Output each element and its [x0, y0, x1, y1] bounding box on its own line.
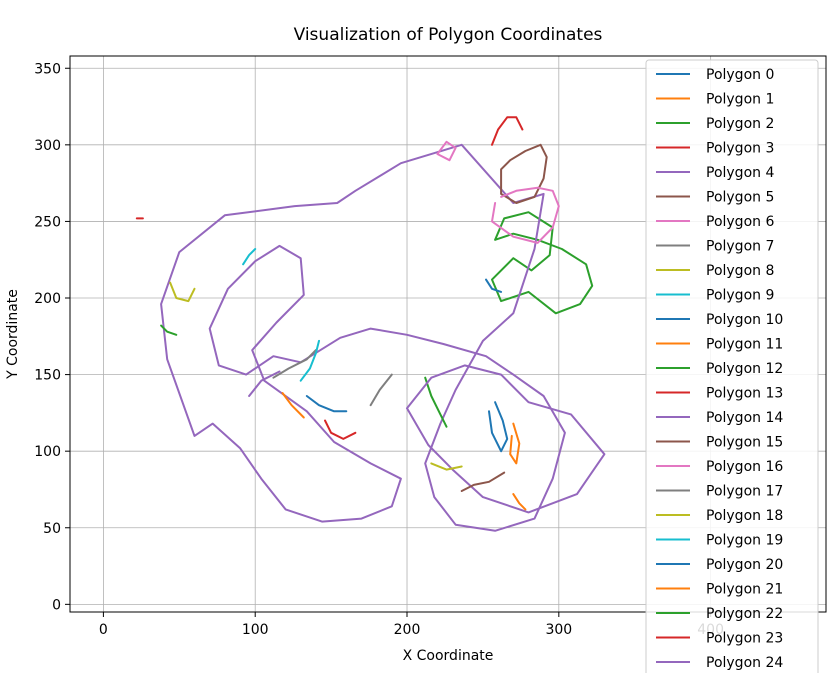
legend-entry: Polygon 15 [706, 435, 783, 451]
legend-entry: Polygon 17 [706, 484, 783, 500]
series-line-polygon-2 [491, 211, 594, 315]
legend: Polygon 0 Polygon 1 Polygon 2 Polygon 3 Poly… [645, 59, 819, 673]
series-line-polygon-15 [460, 471, 506, 492]
series-line-polygon-12 [424, 376, 448, 428]
legend-box [645, 59, 819, 673]
series-line-polygon-8 [169, 281, 196, 303]
legend-entry: Polygon 21 [706, 582, 783, 598]
legend-entry: Polygon 8 [706, 263, 774, 279]
series-line-polygon-4 [160, 143, 566, 532]
series-line-polygon-10 [305, 395, 348, 413]
legend-entry: Polygon 0 [706, 67, 774, 83]
legend-entry: Polygon 24 [706, 655, 783, 671]
legend-entry: Polygon 7 [706, 239, 774, 255]
y-axis-label: Y Coordinate [5, 289, 21, 380]
legend-entry: Polygon 4 [706, 165, 774, 181]
legend-entry: Polygon 19 [706, 533, 783, 549]
y-tick-label: 350 [34, 61, 61, 77]
legend-entry: Polygon 1 [706, 92, 774, 108]
x-tick-label: 0 [99, 622, 108, 638]
series-line-polygon-7 [272, 349, 317, 379]
y-tick-label: 250 [34, 214, 61, 230]
legend-entry: Polygon 14 [706, 410, 783, 426]
x-tick-label: 200 [394, 622, 421, 638]
series-line-polygon-9 [299, 339, 320, 382]
legend-entry: Polygon 10 [706, 312, 783, 328]
series-line-polygon-20 [485, 278, 503, 293]
series-line-polygon-6 [491, 186, 560, 244]
x-tick-label: 300 [545, 622, 572, 638]
y-tick-label: 200 [34, 291, 61, 307]
series-line-polygon-19 [242, 248, 257, 266]
series-line-polygon-22 [160, 324, 178, 336]
series-line-polygon-0 [488, 401, 509, 453]
y-tick-label: 50 [43, 521, 61, 537]
legend-entry: Polygon 11 [706, 337, 783, 353]
legend-entry: Polygon 18 [706, 508, 783, 524]
legend-entry: Polygon 12 [706, 361, 783, 377]
series-line-polygon-13 [324, 419, 357, 440]
x-axis-label: X Coordinate [403, 648, 494, 664]
legend-entry: Polygon 2 [706, 116, 774, 132]
series-line-polygon-21 [512, 493, 527, 511]
legend-entry: Polygon 13 [706, 386, 783, 402]
series-line-polygon-24 [248, 370, 281, 397]
series-line-polygon-3 [491, 116, 524, 146]
series-line-polygon-16 [436, 140, 457, 162]
series-line-polygon-5 [500, 143, 548, 204]
series-line-polygon-17 [369, 373, 393, 407]
legend-entry: Polygon 9 [706, 288, 774, 304]
y-tick-label: 300 [34, 138, 61, 154]
chart-title: Visualization of Polygon Coordinates [294, 25, 603, 45]
series-line-polygon-14 [406, 364, 606, 514]
legend-entry: Polygon 5 [706, 190, 774, 206]
legend-entry: Polygon 3 [706, 141, 774, 157]
plot-series [135, 116, 606, 532]
x-tick-label: 100 [242, 622, 269, 638]
series-line-polygon-11 [281, 392, 305, 419]
plot-frame [69, 55, 827, 613]
series-line-polygon-18 [430, 462, 463, 471]
series-line-polygon-1 [509, 422, 521, 465]
legend-entry: Polygon 23 [706, 631, 783, 647]
legend-entry: Polygon 22 [706, 606, 783, 622]
legend-entry: Polygon 6 [706, 214, 774, 230]
y-tick-label: 100 [34, 444, 61, 460]
axis-ticks: 0100200300400050100150200250300350 [34, 61, 724, 638]
legend-entry: Polygon 20 [706, 557, 783, 573]
legend-entry: Polygon 16 [706, 459, 783, 475]
y-tick-label: 150 [34, 368, 61, 384]
y-tick-label: 0 [52, 597, 61, 613]
